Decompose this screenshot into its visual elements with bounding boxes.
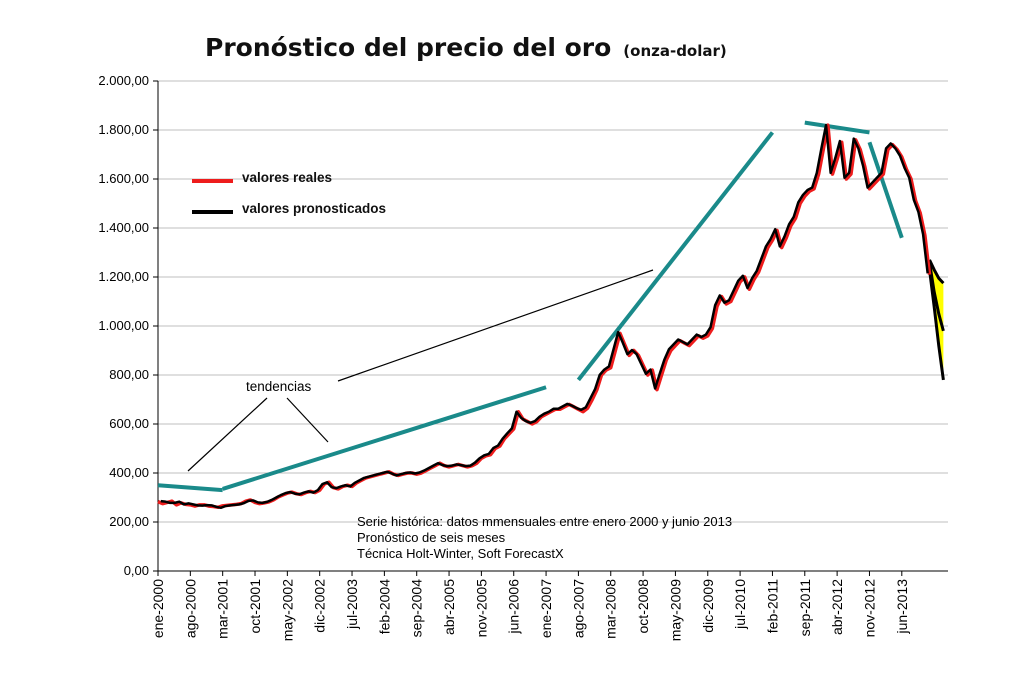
x-tick-label: sep-2004 (409, 579, 425, 638)
y-tick-label: 1.800,00 (98, 122, 149, 137)
x-tick-label: oct-2008 (635, 579, 651, 634)
annotation-tendencias: tendencias (246, 379, 312, 394)
note-line: Pronóstico de seis meses (357, 530, 506, 545)
x-tick-label: abr-2012 (829, 579, 845, 635)
note-line: Serie histórica: datos mmensuales entre … (357, 514, 732, 529)
y-tick-label: 1.400,00 (98, 220, 149, 235)
x-tick-label: dic-2002 (312, 579, 328, 633)
y-tick-label: 600,00 (109, 416, 149, 431)
chart-subtitle: (onza-dolar) (623, 42, 726, 60)
x-tick-label: ene-2007 (538, 579, 554, 638)
annotation-arrow (286, 397, 329, 443)
x-tick-label: jun-2013 (894, 579, 910, 635)
y-tick-label: 1.200,00 (98, 269, 149, 284)
gridlines (158, 80, 948, 523)
trend-line (222, 385, 547, 491)
legend-label: valores pronosticados (242, 201, 386, 216)
x-tick-label: ago-2007 (570, 579, 586, 638)
annotation-arrow (337, 269, 654, 382)
y-tick-label: 0,00 (124, 563, 149, 578)
trend-line (157, 483, 223, 493)
annotation-arrow (187, 397, 268, 472)
note-line: Técnica Holt-Winter, Soft ForecastX (357, 546, 564, 561)
x-tick-label: feb-2011 (764, 579, 780, 633)
x-tick-label: nov-2005 (473, 579, 489, 638)
x-tick-label: nov-2012 (861, 579, 877, 638)
x-tick-label: abr-2005 (441, 579, 457, 635)
x-tick-label: ago-2000 (182, 579, 198, 638)
chart-title: Pronóstico del precio del oro (205, 33, 611, 62)
y-tick-label: 800,00 (109, 367, 149, 382)
x-tick-label: jul-2010 (732, 579, 748, 630)
y-tick-label: 400,00 (109, 465, 149, 480)
y-tick-label: 1.600,00 (98, 171, 149, 186)
x-tick-label: jul-2003 (344, 579, 360, 630)
forecast-band (928, 259, 945, 381)
y-tick-label: 1.000,00 (98, 318, 149, 333)
trend-line (576, 131, 775, 382)
y-tick-label: 2.000,00 (98, 73, 149, 88)
x-axis: ene-2000 ago-2000 mar-2001 oct-2001 may-2002… (150, 570, 948, 641)
x-tick-label: ene-2000 (150, 579, 166, 638)
trend-line (867, 141, 904, 239)
forecast-upper-line (928, 259, 945, 285)
x-tick-label: mar-2008 (603, 579, 619, 639)
x-tick-label: may-2009 (667, 579, 683, 641)
x-tick-label: sep-2011 (797, 579, 813, 637)
trend-lines (157, 120, 904, 493)
data-series (157, 123, 932, 510)
x-tick-label: feb-2004 (376, 579, 392, 634)
x-tick-label: oct-2001 (247, 579, 263, 634)
trend-line (804, 120, 870, 135)
forecast-lower-line (928, 269, 945, 381)
series-line-valores-pronosticados (160, 123, 929, 510)
y-axis: 0,00 200,00 400,00 600,00 800,00 1.000,00 1.20… (98, 73, 159, 578)
y-tick-label: 200,00 (109, 514, 149, 529)
annotations: tendencias Serie histórica: datos mmensua… (187, 269, 732, 561)
chart-title-group: Pronóstico del precio del oro (onza-dola… (205, 33, 727, 62)
legend-label: valores reales (242, 170, 332, 185)
x-tick-label: jun-2006 (506, 579, 522, 635)
x-tick-label: dic-2009 (700, 579, 716, 633)
x-tick-label: may-2002 (279, 579, 295, 641)
x-tick-label: mar-2001 (215, 579, 231, 639)
legend: valores reales valores pronosticados (192, 170, 386, 216)
